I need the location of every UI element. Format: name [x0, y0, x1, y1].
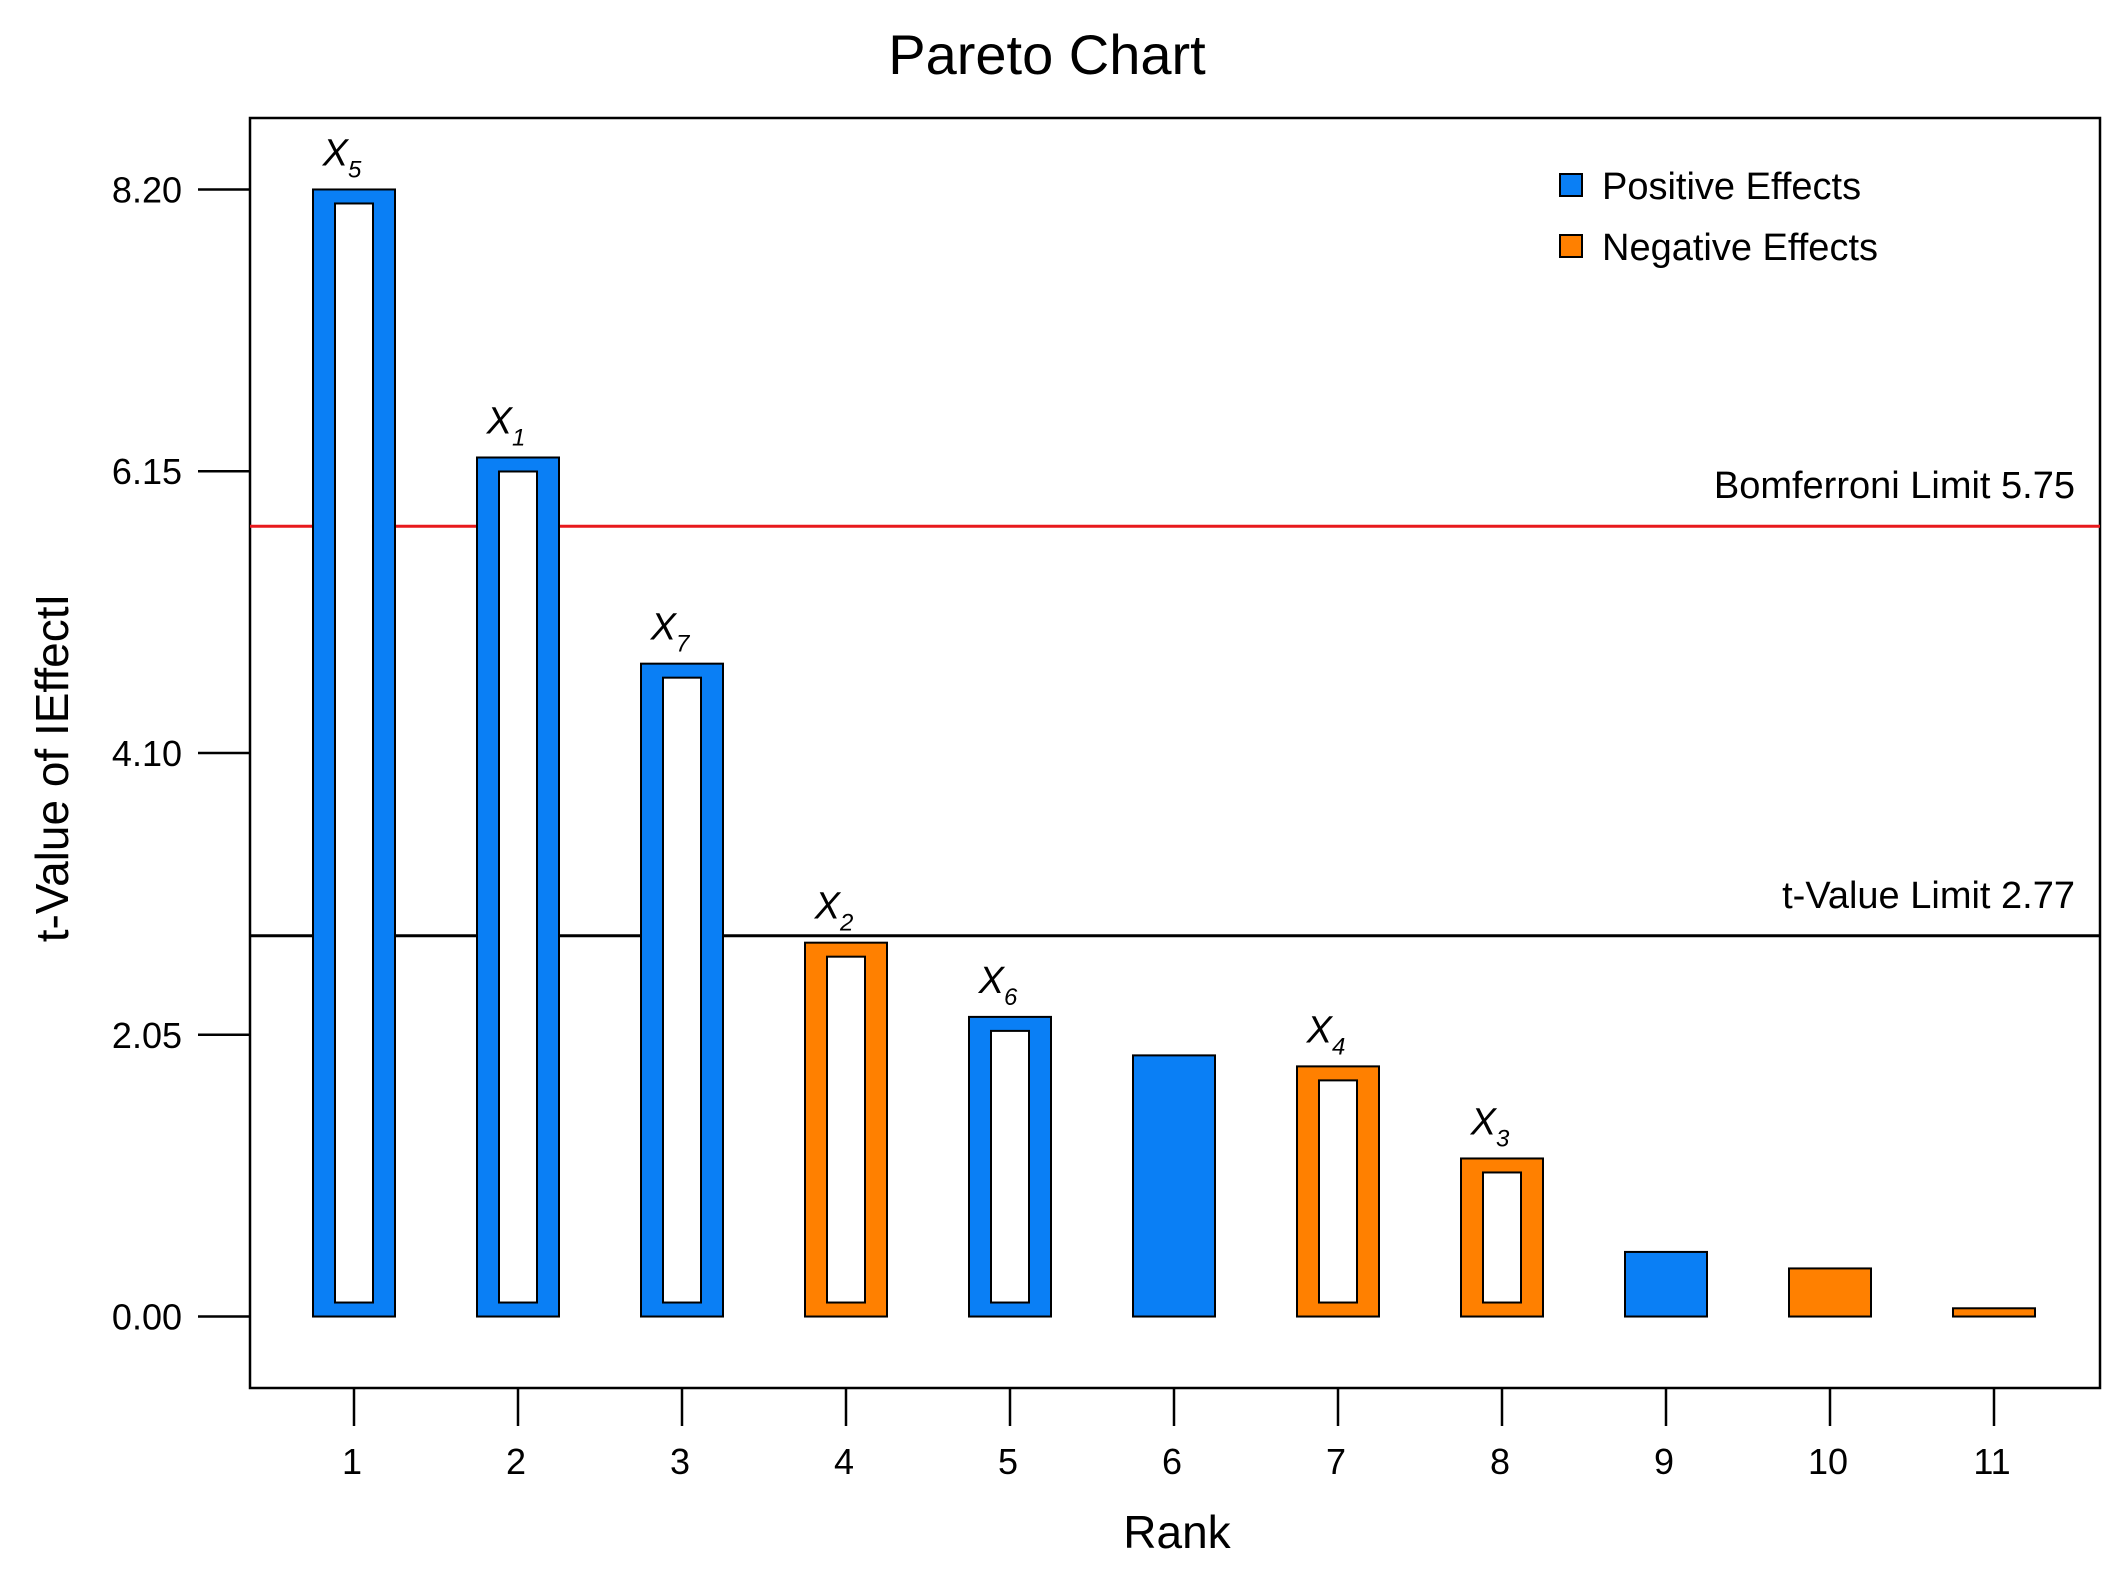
- y-tick-label-3: 4.10: [112, 733, 182, 774]
- bar-labels: X5 X1 X7 X2 X6 X4 X3: [322, 132, 1510, 1152]
- bar-2: [476, 456, 560, 1318]
- x-tick-label-8: 8: [1490, 1441, 1510, 1482]
- bar-8: [1460, 1157, 1544, 1318]
- bar-3: [640, 662, 724, 1318]
- bar-hollow-8: [1482, 1171, 1522, 1304]
- bar-1: [312, 188, 396, 1318]
- bar-hollow-3: [662, 676, 702, 1304]
- y-tick-label-5: 8.20: [112, 169, 182, 210]
- bar-label-8: X3: [1470, 1101, 1510, 1152]
- bar-fill-6: [1132, 1054, 1216, 1318]
- x-tick-label-5: 5: [998, 1441, 1018, 1482]
- legend: Positive Effects Negative Effects: [1559, 166, 1878, 269]
- x-axis-title: Rank: [1123, 1506, 1231, 1558]
- bar-label-2: X1: [486, 400, 526, 451]
- y-axis: 0.00 2.05 4.10 6.15 8.20: [112, 169, 250, 1338]
- legend-swatch-2: [1559, 234, 1583, 258]
- chart-title: Pareto Chart: [888, 23, 1206, 86]
- y-tick-label-2: 2.05: [112, 1015, 182, 1056]
- x-tick-label-7: 7: [1326, 1441, 1346, 1482]
- bar-11: [1952, 1307, 2036, 1318]
- bar-label-5: X6: [978, 960, 1018, 1011]
- y-tick-label-1: 0.00: [112, 1297, 182, 1338]
- x-tick-label-4: 4: [834, 1441, 854, 1482]
- bar-hollow-5: [990, 1029, 1030, 1304]
- x-tick-label-11: 11: [1973, 1441, 2010, 1482]
- bar-5: [968, 1015, 1052, 1318]
- bar-label-4: X2: [814, 886, 854, 937]
- bar-hollow-2: [498, 470, 538, 1304]
- x-axis: 1 2 3 4 5 6 7 8 9 10 11: [342, 1388, 2011, 1482]
- bar-4: [804, 941, 888, 1318]
- x-tick-label-2: 2: [506, 1441, 526, 1482]
- bar-label-7: X4: [1306, 1009, 1346, 1060]
- reference-line-label-2: t-Value Limit 2.77: [1782, 875, 2075, 917]
- y-tick-label-4: 6.15: [112, 451, 182, 492]
- bar-hollow-4: [826, 955, 866, 1304]
- bar-hollow-1: [334, 202, 374, 1304]
- bar-fill-11: [1952, 1307, 2036, 1318]
- x-tick-label-6: 6: [1162, 1441, 1182, 1482]
- bar-10: [1788, 1267, 1872, 1318]
- y-axis-title: t-Value of IEffectI: [26, 594, 78, 943]
- reference-line-label-1: Bomferroni Limit 5.75: [1714, 465, 2075, 507]
- bar-7: [1296, 1065, 1380, 1318]
- legend-label-1: Positive Effects: [1602, 166, 1861, 208]
- x-tick-label-1: 1: [342, 1441, 362, 1482]
- bar-fill-9: [1624, 1250, 1708, 1318]
- x-tick-label-10: 10: [1808, 1441, 1848, 1482]
- bar-6: [1132, 1054, 1216, 1318]
- legend-swatch-1: [1559, 173, 1583, 197]
- bar-9: [1624, 1250, 1708, 1318]
- bar-hollow-7: [1318, 1079, 1358, 1304]
- x-tick-label-3: 3: [670, 1441, 690, 1482]
- x-tick-label-9: 9: [1654, 1441, 1674, 1482]
- legend-label-2: Negative Effects: [1602, 227, 1878, 269]
- bar-fill-10: [1788, 1267, 1872, 1318]
- bar-label-3: X7: [650, 607, 691, 658]
- bar-label-1: X5: [322, 132, 362, 183]
- bars: [312, 188, 2036, 1318]
